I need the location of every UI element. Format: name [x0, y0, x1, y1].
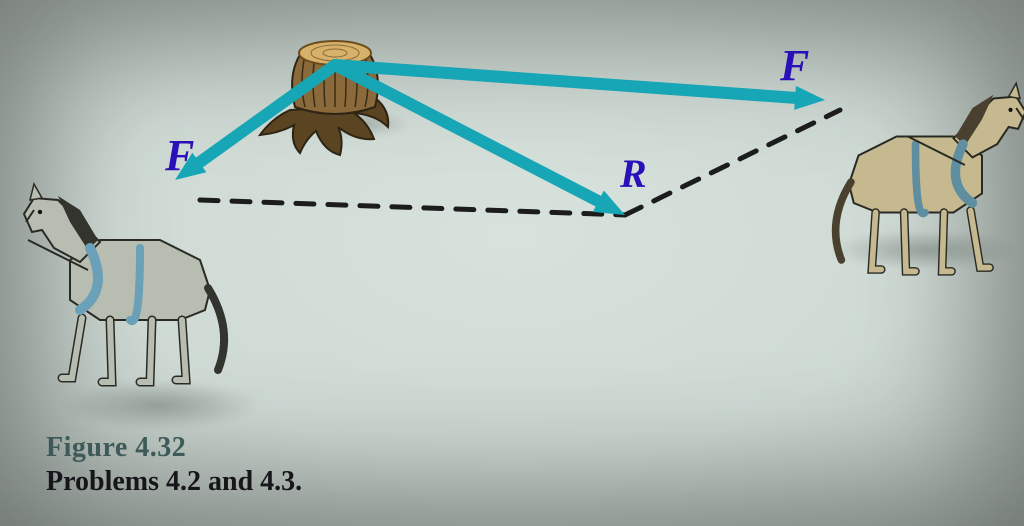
figure-problems: Problems 4.2 and 4.3. — [46, 466, 302, 498]
shadow-left-horse — [60, 380, 260, 430]
figure-caption: Figure 4.32 Problems 4.2 and 4.3. — [46, 432, 302, 498]
horse-left-icon — [24, 184, 224, 382]
shadow-right-horse — [830, 230, 1020, 270]
figure-number: Figure 4.32 — [46, 432, 302, 464]
figure-stage: F F R Figure 4.32 Problems 4.2 and 4.3. — [0, 0, 1024, 526]
tree-stump-icon — [260, 41, 388, 155]
label-F-right: F — [780, 40, 809, 91]
shadow-stump — [290, 110, 410, 138]
force-arrows — [175, 65, 825, 215]
label-F-left: F — [165, 130, 194, 181]
label-R: R — [620, 150, 647, 197]
